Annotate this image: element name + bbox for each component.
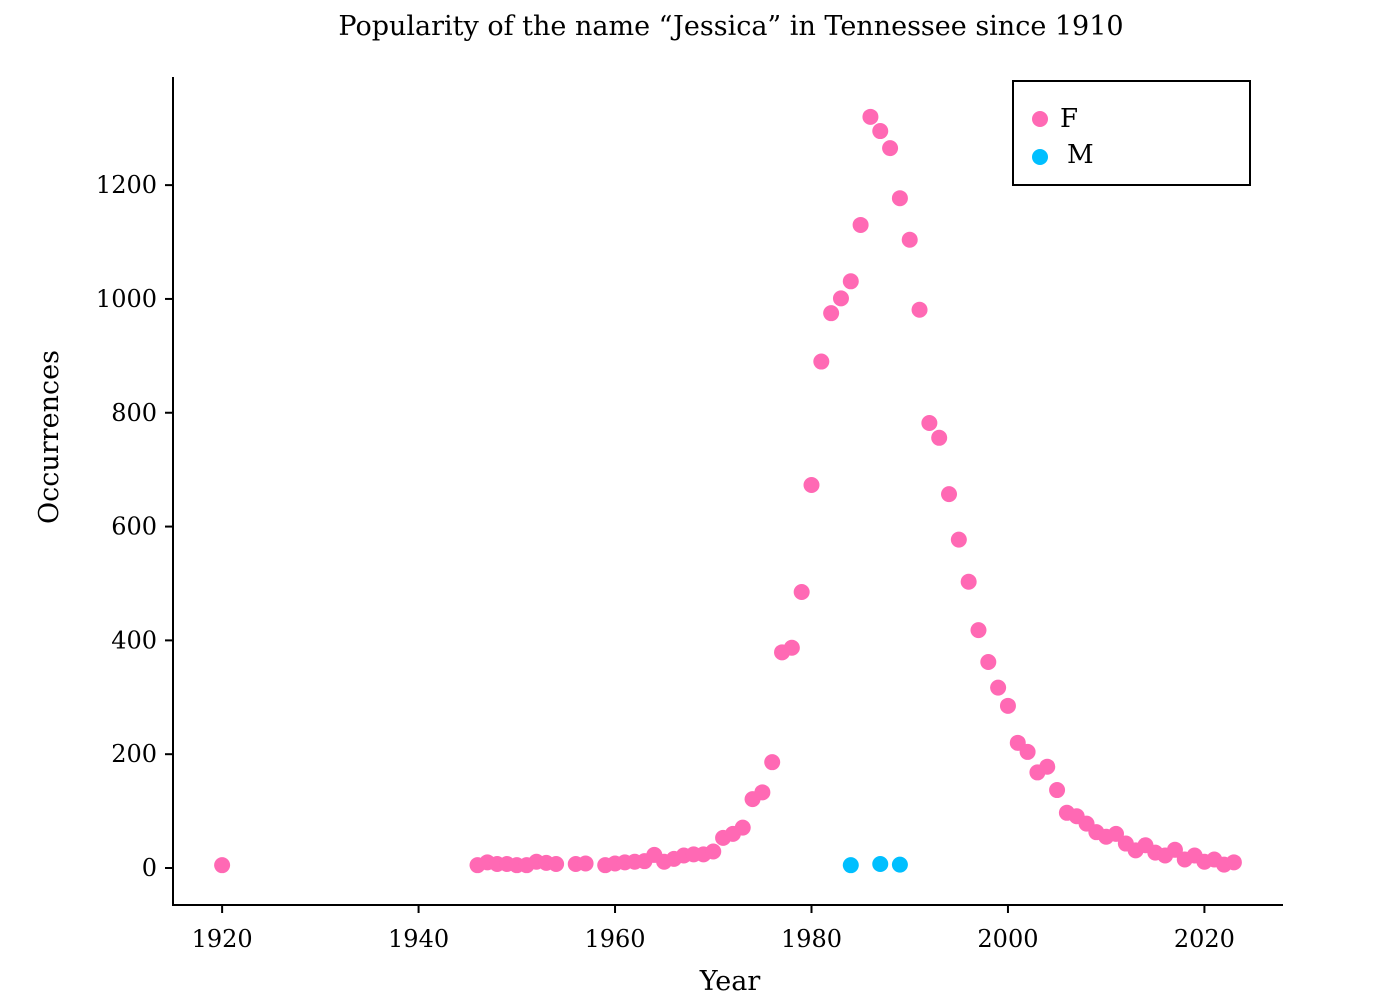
x-tick-label: 2020	[1174, 925, 1235, 953]
data-point-f	[980, 654, 997, 671]
chart-title: Popularity of the name “Jessica” in Tenn…	[338, 11, 1123, 42]
data-point-f	[1108, 825, 1125, 842]
data-point-f	[577, 855, 594, 872]
data-point-f	[842, 273, 859, 290]
data-point-f	[548, 856, 565, 873]
data-point-f	[1225, 854, 1242, 871]
data-point-f	[783, 639, 800, 656]
data-point-f	[872, 123, 889, 140]
data-point-f	[882, 140, 899, 157]
x-tick-label: 1920	[192, 925, 253, 953]
data-point-f	[1049, 782, 1066, 799]
data-point-f	[950, 531, 967, 548]
data-point-f	[1166, 841, 1183, 858]
legend-f-label: F	[1060, 104, 1078, 134]
data-point-f	[960, 573, 977, 590]
x-tick-label: 2000	[977, 925, 1038, 953]
data-point-m	[872, 856, 889, 873]
data-point-f	[911, 301, 928, 318]
y-tick-label: 400	[111, 626, 157, 654]
x-tick-label: 1960	[584, 925, 645, 953]
y-tick-label: 1200	[96, 171, 157, 199]
y-tick-label: 200	[111, 740, 157, 768]
series-f	[214, 108, 1242, 874]
y-tick-label: 1000	[96, 285, 157, 313]
x-axis-ticks: 1920 1940 1960 1980 2000 2020	[192, 905, 1235, 953]
data-point-f	[764, 754, 781, 771]
data-point-f	[813, 353, 830, 370]
data-point-m	[891, 856, 908, 873]
data-point-f	[941, 486, 958, 503]
legend-box	[1012, 80, 1251, 186]
x-tick-label: 1940	[388, 925, 449, 953]
legend-m-label: M	[1067, 140, 1094, 170]
data-point-f	[793, 584, 810, 601]
y-axis-ticks: 0 200 400 600 800 1000 1200	[96, 171, 173, 882]
data-point-f	[734, 819, 751, 836]
data-point-f	[214, 857, 231, 874]
data-point-f	[990, 679, 1007, 696]
data-point-f	[1019, 743, 1036, 760]
data-point-f	[862, 108, 879, 125]
legend-f-marker	[1032, 111, 1048, 127]
data-point-m	[842, 857, 859, 874]
data-point-f	[921, 414, 938, 431]
legend-m-marker	[1032, 149, 1048, 165]
data-point-f	[901, 231, 918, 248]
y-tick-label: 0	[142, 854, 157, 882]
data-point-f	[803, 477, 820, 494]
data-point-f	[832, 290, 849, 307]
data-point-f	[754, 784, 771, 801]
data-point-f	[823, 305, 840, 322]
y-tick-label: 800	[111, 399, 157, 427]
y-tick-label: 600	[111, 513, 157, 541]
data-point-f	[852, 216, 869, 233]
data-point-f	[705, 843, 722, 860]
legend: F M	[1012, 80, 1251, 186]
data-point-f	[891, 190, 908, 207]
data-point-f	[970, 622, 987, 639]
y-axis-label: Occurrences	[34, 350, 65, 524]
x-tick-label: 1980	[781, 925, 842, 953]
data-point-f	[999, 697, 1016, 714]
data-points	[214, 108, 1242, 874]
data-point-f	[1039, 758, 1056, 775]
x-axis-label: Year	[699, 966, 761, 997]
data-point-f	[931, 429, 948, 446]
series-m	[842, 856, 908, 874]
